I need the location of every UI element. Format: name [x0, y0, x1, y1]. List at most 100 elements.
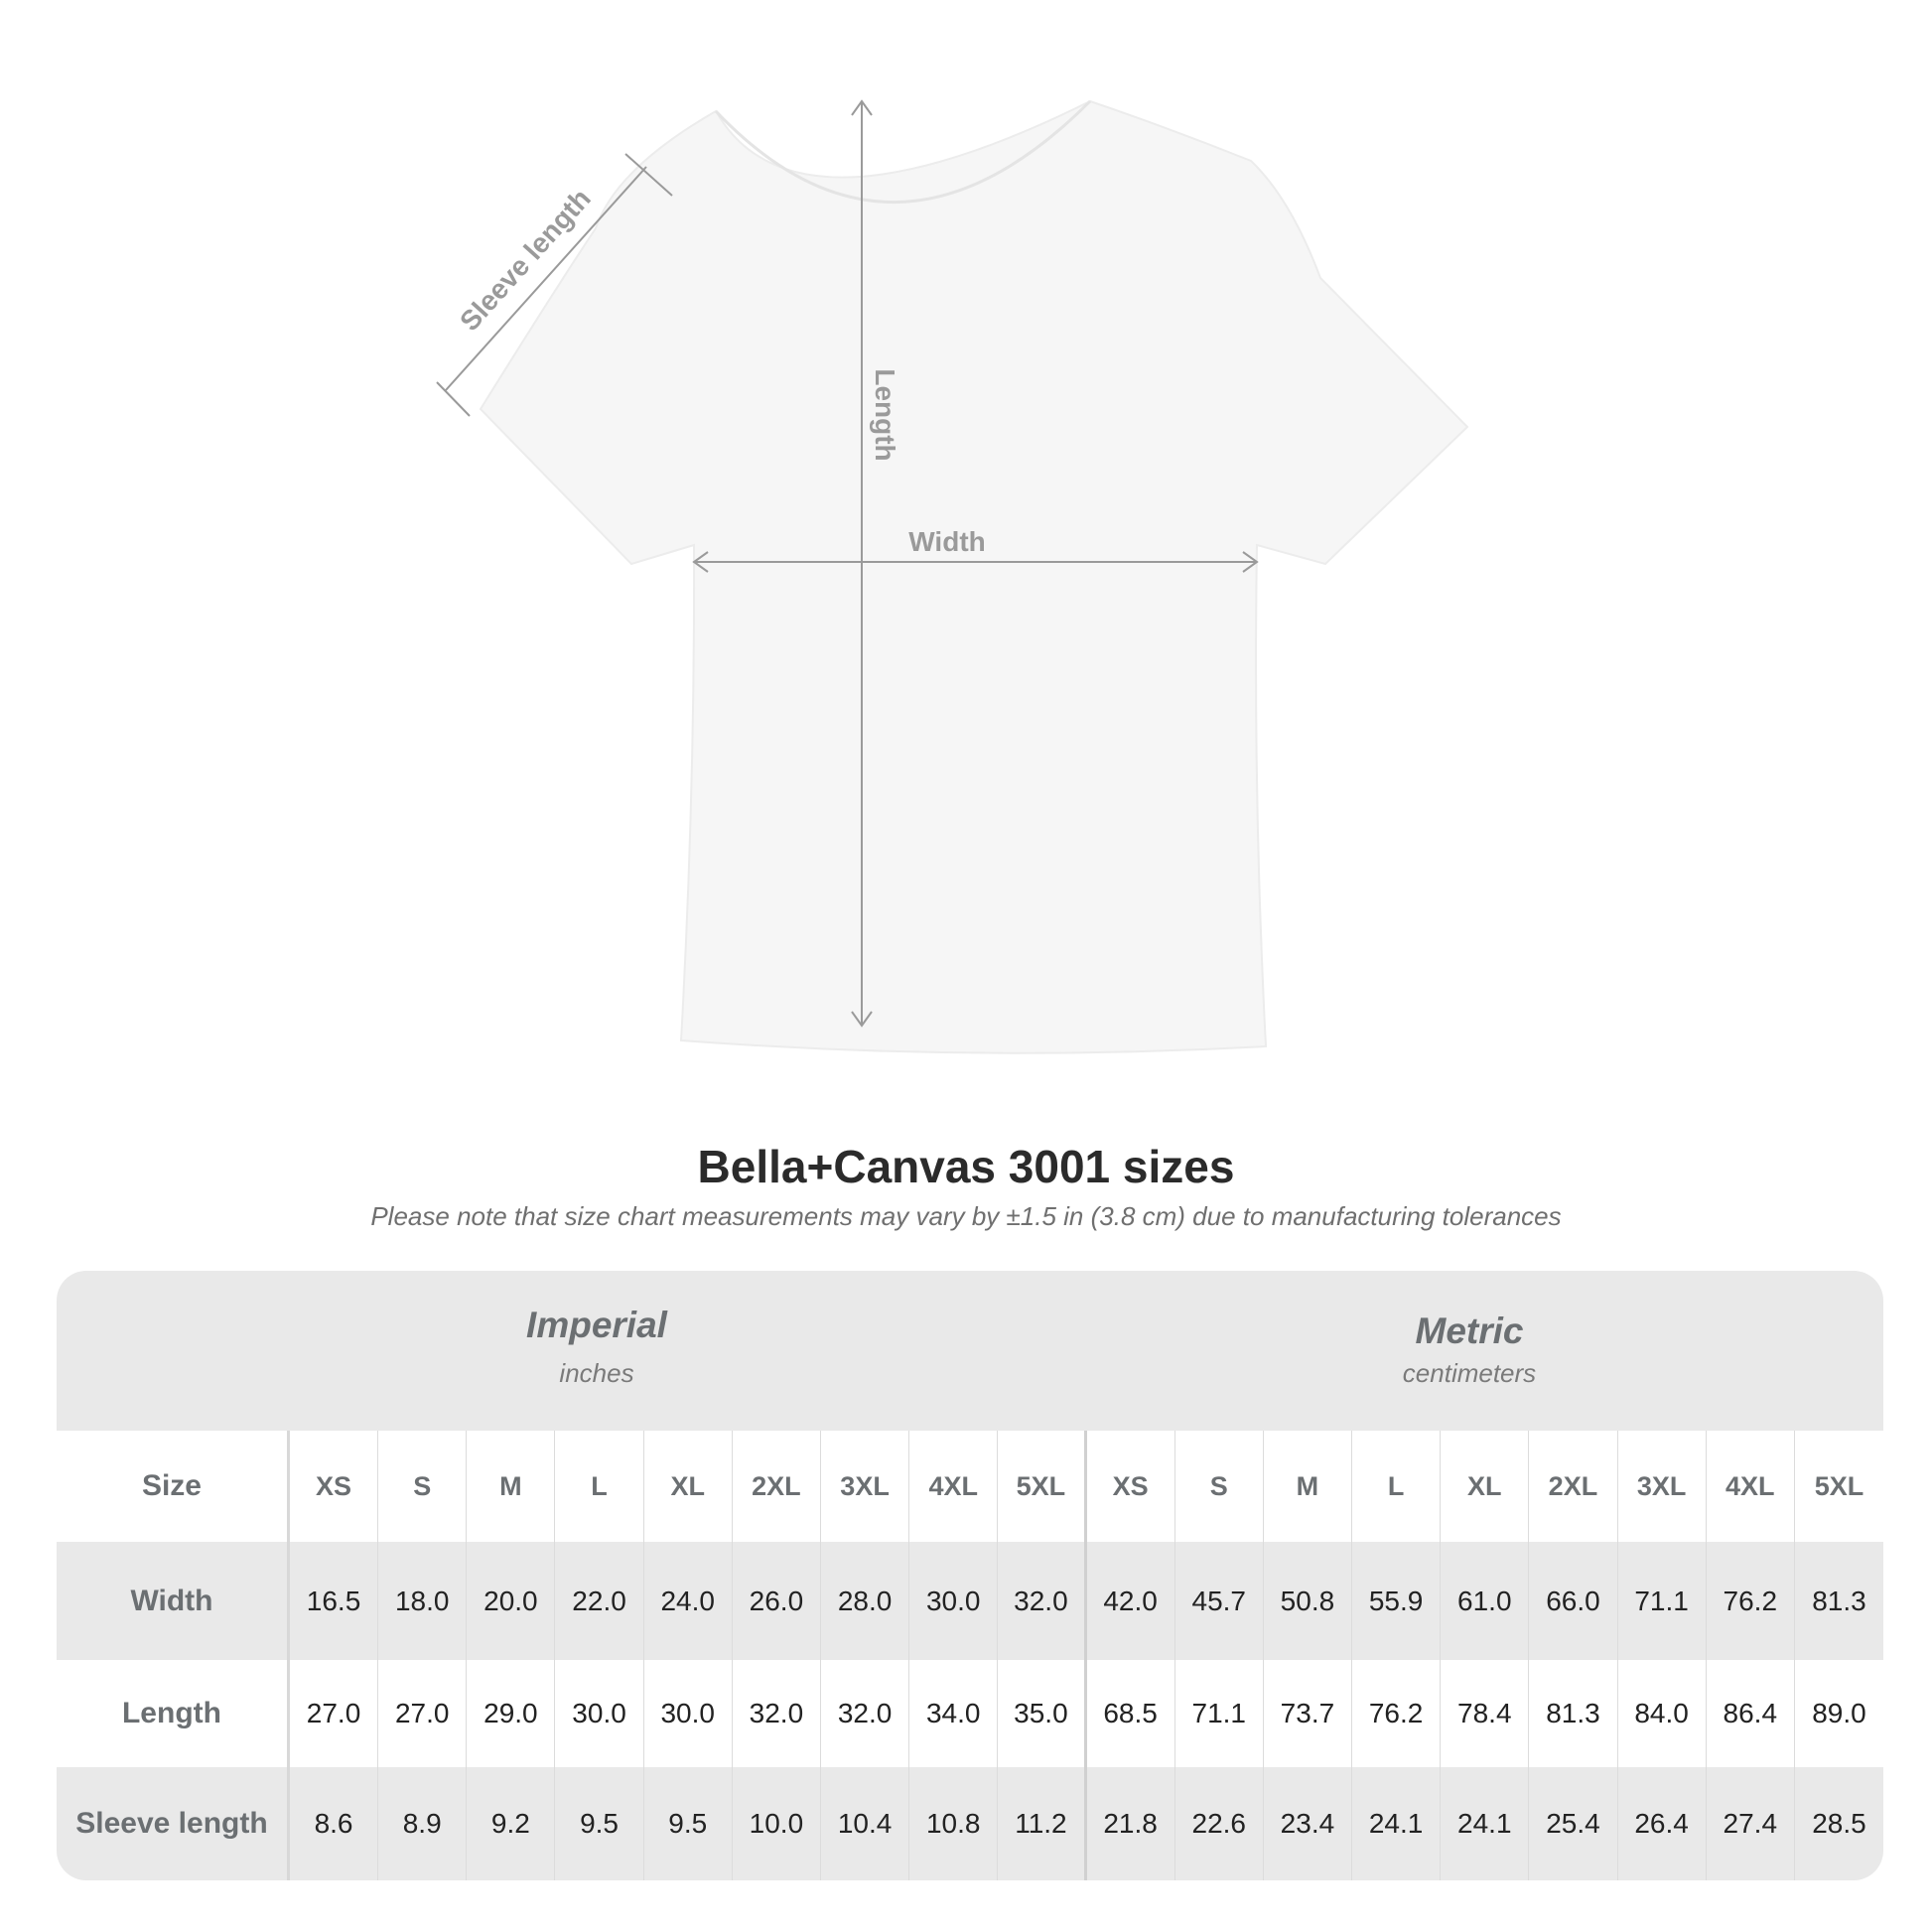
value-cell: 32.0: [821, 1660, 910, 1767]
value-cell: 45.7: [1175, 1542, 1264, 1660]
value-cell: 22.6: [1175, 1767, 1264, 1880]
width-label: Width: [908, 526, 986, 557]
value-cell: 89.0: [1812, 1698, 1866, 1728]
value-cell: 27.0: [378, 1660, 468, 1767]
imperial-header: Imperial inches: [299, 1271, 895, 1389]
sleeve-tick-bottom: [436, 381, 471, 417]
size-header-cell: S: [1175, 1431, 1264, 1542]
size-header-cell: L: [555, 1431, 644, 1542]
value-cell: 25.4: [1529, 1767, 1618, 1880]
tshirt-neckline: [714, 99, 1092, 205]
width-arrow-head-left: [692, 551, 709, 573]
width-arrow-head-right: [1242, 551, 1259, 573]
value-cell: 61.0: [1441, 1542, 1530, 1660]
size-header-cell: XL: [1441, 1431, 1530, 1542]
value-cell: 68.5: [1087, 1660, 1175, 1767]
value-cell: 28.5: [1812, 1808, 1866, 1839]
value-cell: 84.0: [1618, 1660, 1707, 1767]
table-row: Sleeve length 8.6 8.9 9.2 9.5 9.5 10.0 10.4 10.8…: [57, 1767, 1883, 1880]
value-cell: 24.1: [1352, 1767, 1442, 1880]
imperial-unit: inches: [559, 1358, 634, 1388]
size-header-cell: 4XL: [909, 1431, 999, 1542]
value-cell: 11.2: [998, 1767, 1087, 1880]
size-header-cell: 3XL: [821, 1431, 910, 1542]
value-cell: 81.3: [1812, 1585, 1866, 1616]
value-cell: 86.4: [1707, 1660, 1795, 1767]
size-table: Imperial inches Metric centimeters Size …: [57, 1271, 1883, 1880]
size-header-cell: 3XL: [1618, 1431, 1707, 1542]
size-header-cell: S: [378, 1431, 468, 1542]
page-title: Bella+Canvas 3001 sizes: [697, 1141, 1235, 1192]
length-arrow-head-bottom: [851, 1011, 873, 1028]
value-cell: 18.0: [378, 1542, 468, 1660]
value-cell: 27.4: [1707, 1767, 1795, 1880]
size-label: Size: [57, 1431, 290, 1542]
size-header-cell: M: [467, 1431, 556, 1542]
metric-title: Metric: [1415, 1311, 1524, 1351]
value-cell: 73.7: [1264, 1660, 1353, 1767]
table-row: Length 27.0 27.0 29.0 30.0 30.0 32.0 32.0 34.0 35…: [57, 1660, 1883, 1767]
row-label: Width: [57, 1542, 290, 1660]
length-arrow-head-top: [851, 99, 873, 116]
value-cell: 30.0: [909, 1542, 999, 1660]
value-cell: 76.2: [1707, 1542, 1795, 1660]
size-header-cell: 4XL: [1707, 1431, 1795, 1542]
value-cell: 9.5: [644, 1767, 733, 1880]
value-cell: 35.0: [998, 1660, 1087, 1767]
row-label: Sleeve length: [57, 1767, 290, 1880]
tshirt-diagram: Sleeve length Length Width: [436, 99, 1469, 1054]
length-label: Length: [870, 368, 900, 461]
size-header-cell: 2XL: [733, 1431, 821, 1542]
value-cell: 26.4: [1618, 1767, 1707, 1880]
value-cell: 26.0: [733, 1542, 821, 1660]
value-cell: 27.0: [290, 1660, 379, 1767]
value-cell: 71.1: [1175, 1660, 1264, 1767]
value-cell: 71.1: [1618, 1542, 1707, 1660]
metric-header: Metric centimeters: [1172, 1271, 1767, 1389]
size-header-cell: 5XL: [998, 1431, 1087, 1542]
value-cell: 28.0: [821, 1542, 910, 1660]
value-cell: 23.4: [1264, 1767, 1353, 1880]
value-cell: 76.2: [1352, 1660, 1442, 1767]
value-cell: 32.0: [733, 1660, 821, 1767]
value-cell: 8.9: [378, 1767, 468, 1880]
table-header-band: Imperial inches Metric centimeters: [57, 1271, 1883, 1431]
sleeve-arrow: [445, 166, 647, 391]
value-cell: 42.0: [1087, 1542, 1175, 1660]
value-cell: 81.3: [1529, 1660, 1618, 1767]
size-header-cell: XS: [290, 1431, 379, 1542]
imperial-title: Imperial: [526, 1305, 667, 1345]
sleeve-tick-top: [624, 153, 673, 197]
value-cell: 30.0: [555, 1660, 644, 1767]
tshirt-image: [479, 99, 1469, 1054]
value-cell: 20.0: [467, 1542, 556, 1660]
size-header-cell: L: [1352, 1431, 1442, 1542]
size-header-cell: M: [1264, 1431, 1353, 1542]
size-header-cell: 2XL: [1529, 1431, 1618, 1542]
value-cell: 22.0: [555, 1542, 644, 1660]
value-cell: 9.2: [467, 1767, 556, 1880]
value-cell: 10.4: [821, 1767, 910, 1880]
value-cell: 21.8: [1087, 1767, 1175, 1880]
row-label: Length: [57, 1660, 290, 1767]
value-cell: 24.0: [644, 1542, 733, 1660]
value-cell: 29.0: [467, 1660, 556, 1767]
value-cell: 50.8: [1264, 1542, 1353, 1660]
size-header-cell: XS: [1087, 1431, 1175, 1542]
value-cell: 34.0: [909, 1660, 999, 1767]
value-cell: 32.0: [998, 1542, 1087, 1660]
value-cell: 10.0: [733, 1767, 821, 1880]
value-cell: 30.0: [644, 1660, 733, 1767]
value-cell: 9.5: [555, 1767, 644, 1880]
size-header-cell: 5XL: [1814, 1470, 1864, 1501]
table-row: Width 16.5 18.0 20.0 22.0 24.0 26.0 28.0 30.0 32.…: [57, 1542, 1883, 1660]
value-cell: 10.8: [909, 1767, 999, 1880]
value-cell: 55.9: [1352, 1542, 1442, 1660]
value-cell: 66.0: [1529, 1542, 1618, 1660]
value-cell: 78.4: [1441, 1660, 1530, 1767]
tolerance-note: Please note that size chart measurements…: [370, 1201, 1562, 1231]
size-row: Size XS S M L XL 2XL 3XL 4XL 5XL XS S M L XL 2XL 3XL 4XL…: [57, 1431, 1883, 1542]
metric-unit: centimeters: [1402, 1358, 1537, 1388]
size-header-cell: XL: [644, 1431, 733, 1542]
value-cell: 24.1: [1441, 1767, 1530, 1880]
